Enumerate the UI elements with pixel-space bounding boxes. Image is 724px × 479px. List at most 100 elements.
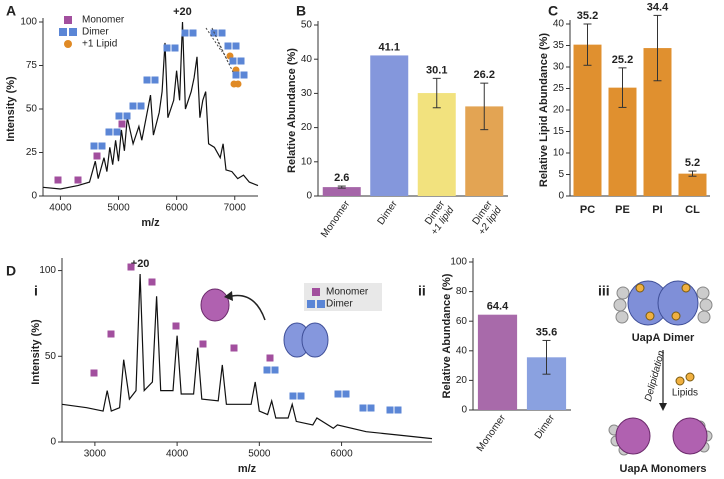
marker <box>123 112 131 120</box>
y-tick-label: 35 <box>553 40 565 51</box>
y-tick-label: 60 <box>456 316 468 327</box>
y-tick-label: 0 <box>461 405 467 416</box>
marker <box>148 278 156 286</box>
marker <box>386 406 394 414</box>
marker <box>90 369 98 377</box>
marker <box>199 340 207 348</box>
marker <box>98 142 106 150</box>
y-tick-label: 25 <box>26 147 38 158</box>
marker <box>93 152 101 160</box>
y-tick-label: 0 <box>306 191 312 202</box>
charge-markers <box>54 27 402 414</box>
y-tick-label: 40 <box>456 345 468 356</box>
chart: ii 0 20 40 60 80 100 Relative Abundance (%) 64.4… <box>418 257 571 454</box>
marker <box>230 80 238 88</box>
data-label: 35.2 <box>577 10 598 22</box>
dimer-cartoon <box>613 280 713 326</box>
y-axis-label: Relative Lipid Abundance (%) <box>538 33 550 188</box>
x-tick-label: Monomer <box>319 198 353 239</box>
marker <box>129 102 137 110</box>
legend-label: +1 Lipid <box>82 39 117 50</box>
diagram-text: Delipidation <box>643 349 667 403</box>
marker <box>218 29 226 37</box>
y-tick-label: 50 <box>301 20 313 31</box>
y-tick-label: 80 <box>456 286 468 297</box>
bar <box>573 44 602 196</box>
panel-label: A <box>6 3 16 19</box>
x-tick-label: 4000 <box>49 203 72 214</box>
marker <box>367 404 375 412</box>
y-tick-label: 0 <box>558 191 564 202</box>
y-axis-label: Intensity (%) <box>5 76 17 142</box>
panel-label: B <box>296 3 306 19</box>
legend-marker <box>64 40 72 48</box>
data-label: 35.6 <box>536 326 557 338</box>
x-tick-label: 5000 <box>107 203 130 214</box>
arrow-head <box>659 403 667 411</box>
marker <box>172 322 180 330</box>
data-label: 41.1 <box>379 41 400 53</box>
data-label: 25.2 <box>612 54 633 66</box>
bar <box>370 55 409 196</box>
marker <box>115 112 123 120</box>
x-tick-label: PI <box>652 204 662 216</box>
y-axis-label: Intensity (%) <box>30 319 42 385</box>
x-tick-label: Dimer <box>533 412 558 441</box>
panel-label: ii <box>418 283 426 299</box>
y-tick-label: 100 <box>39 265 56 276</box>
y-tick-label: 100 <box>20 17 37 28</box>
marker <box>181 29 189 37</box>
x-tick-label: PE <box>615 204 630 216</box>
marker <box>127 263 135 271</box>
marker <box>107 330 115 338</box>
marker <box>113 128 121 136</box>
annotation: +20 <box>131 258 150 270</box>
marker <box>137 102 145 110</box>
data-label: 26.2 <box>474 69 495 81</box>
y-tick-label: 0 <box>31 191 37 202</box>
annotation: +20 <box>173 6 192 18</box>
marker <box>151 76 159 84</box>
legend-label: Dimer <box>326 299 353 310</box>
y-axis-label: Relative Abundance (%) <box>286 48 298 173</box>
x-tick-label: 6000 <box>330 449 353 460</box>
panel-label: i <box>34 283 38 299</box>
bar <box>322 187 361 196</box>
marker <box>232 42 240 50</box>
y-tick-label: 20 <box>553 105 565 116</box>
x-tick-label: 5000 <box>248 449 271 460</box>
y-tick-label: 20 <box>456 375 468 386</box>
marker <box>263 366 271 374</box>
x-tick-label: CL <box>685 204 700 216</box>
chart: B 0 10 20 30 40 50 Relative Abundance (%) 2.6 Mon… <box>286 3 508 240</box>
marker <box>74 176 82 184</box>
panel-label: D <box>6 263 16 279</box>
x-tick-label: 6000 <box>166 203 189 214</box>
data-label: 64.4 <box>487 301 509 313</box>
y-tick-label: 20 <box>301 122 313 133</box>
marker <box>229 57 237 65</box>
bar <box>417 93 456 196</box>
marker <box>297 392 305 400</box>
spectrum-line <box>42 21 259 190</box>
bar <box>477 314 518 410</box>
x-tick-label: 3000 <box>84 449 107 460</box>
legend-marker <box>317 300 325 308</box>
marker <box>54 176 62 184</box>
y-tick-label: 40 <box>553 19 565 30</box>
legend-label: Monomer <box>326 287 369 298</box>
diagram: iii UapA Dimer Delipidation Lipids UapA … <box>598 280 713 475</box>
chart: A 0 25 50 75 100 Intensity (%) 4000 5000 6000 7000… <box>5 3 259 229</box>
x-tick-label: PC <box>580 204 595 216</box>
x-axis-label: m/z <box>238 463 257 475</box>
monomer-cartoon <box>608 417 713 456</box>
marker <box>394 406 402 414</box>
diagram-text: UapA Dimer <box>632 332 695 344</box>
marker <box>359 404 367 412</box>
y-tick-label: 75 <box>26 60 38 71</box>
y-tick-label: 100 <box>450 257 467 268</box>
chart: Di 0 50 100 Intensity (%) 3000 4000 5000 6000 m/z… <box>6 258 433 475</box>
marker <box>271 366 279 374</box>
